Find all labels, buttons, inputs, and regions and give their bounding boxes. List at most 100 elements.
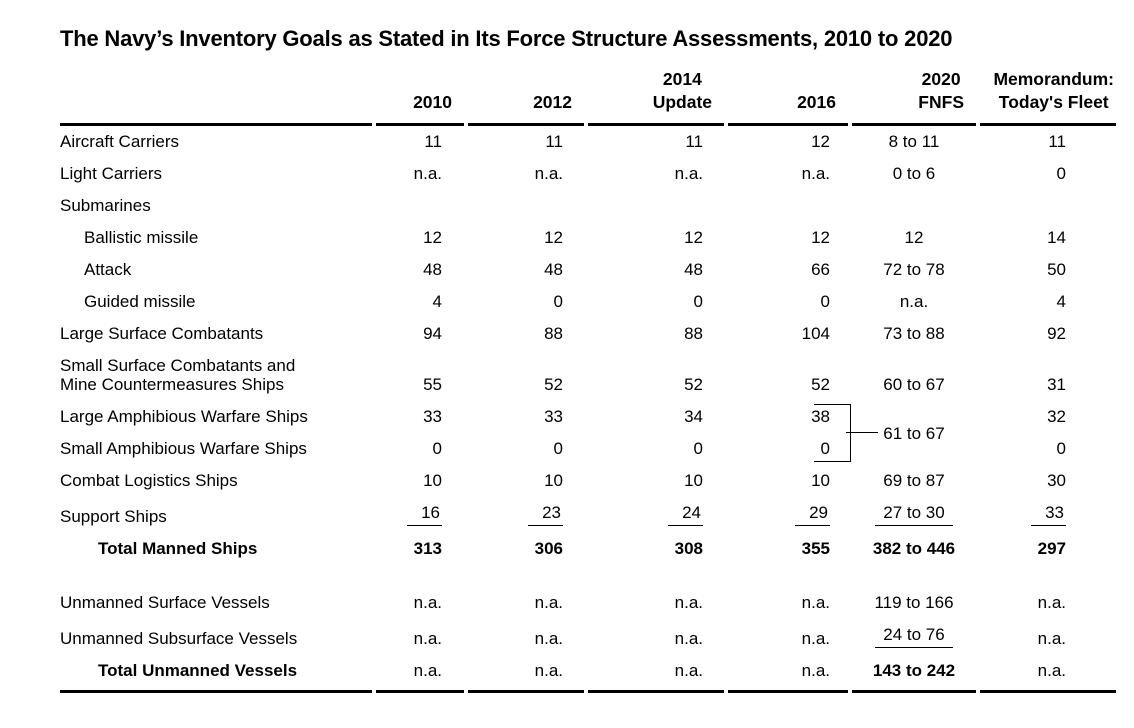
cell-memorandum: 50	[1047, 260, 1066, 279]
cell-2014	[588, 190, 724, 222]
column-header-blank	[60, 64, 372, 126]
cell-memorandum: 0	[1056, 439, 1066, 458]
cell-2014: 52	[684, 375, 703, 394]
spacer-cell	[60, 565, 1116, 587]
row-combat-logistics-ships: Combat Logistics Ships 10 10 10 10 69 to…	[60, 465, 1116, 497]
page-title: The Navy’s Inventory Goals as Stated in …	[60, 26, 953, 51]
cell-2020-fnfs: 69 to 87	[883, 471, 945, 490]
cell-2010: 10	[423, 471, 442, 490]
cell-2012: 88	[544, 324, 563, 343]
cell-2020-fnfs: 27 to 30	[852, 497, 976, 533]
row-label: Small Amphibious Warfare Ships	[60, 439, 307, 458]
cell-2014: 12	[684, 228, 703, 247]
underlined-value: 29	[795, 503, 830, 526]
row-label: Attack	[84, 260, 132, 279]
cell-2012: n.a.	[468, 655, 584, 693]
inventory-goals-table: 2010 2012 2014 Update 2016 2020 FNFS Memor…	[56, 64, 1120, 693]
bracket-shape	[814, 404, 851, 462]
column-header-2012: 2012	[468, 64, 584, 126]
cell-2010: 55	[423, 375, 442, 394]
cell-memorandum: 33	[980, 497, 1116, 533]
cell-memorandum: 0	[1056, 164, 1066, 183]
row-support-ships: Support Ships 16 23 24 29 27 to 30 33	[60, 497, 1116, 533]
row-label: Light Carriers	[60, 164, 163, 183]
cell-2012: 0	[553, 292, 563, 311]
cell-2012	[468, 190, 584, 222]
cell-memorandum	[980, 190, 1116, 222]
row-total-unmanned-vessels: Total Unmanned Vessels n.a. n.a. n.a. n.…	[60, 655, 1116, 693]
underlined-value: 24	[668, 503, 703, 526]
cell-2014: n.a.	[674, 629, 703, 648]
cell-2012: 0	[553, 439, 563, 458]
cell-2016: 38	[811, 407, 830, 426]
cell-2016	[728, 190, 848, 222]
cell-2014: n.a.	[674, 164, 703, 183]
cell-2016: n.a.	[801, 164, 830, 183]
cell-2012: 306	[534, 539, 563, 558]
underlined-value: 23	[528, 503, 563, 526]
cell-2016: n.a.	[728, 655, 848, 693]
row-aircraft-carriers: Aircraft Carriers 11 11 11 12 8 to 11 11	[60, 126, 1116, 158]
row-submarines-group: Submarines	[60, 190, 1116, 222]
cell-2010: 48	[423, 260, 442, 279]
cell-2016: 52	[811, 375, 830, 394]
cell-2016: 66	[811, 260, 830, 279]
cell-2014: 11	[685, 132, 703, 151]
underlined-value: 24 to 76	[875, 625, 953, 648]
cell-2010: 4	[432, 292, 442, 311]
cell-2010: 94	[423, 324, 442, 343]
cell-2020-fnfs: 143 to 242	[852, 655, 976, 693]
row-unmanned-subsurface-vessels: Unmanned Subsurface Vessels n.a. n.a. n.…	[60, 619, 1116, 655]
row-label: Unmanned Subsurface Vessels	[60, 629, 298, 648]
cell-2012: 12	[544, 228, 563, 247]
row-small-amphibious-warfare-ships: Small Amphibious Warfare Ships 0 0 0 0 0	[60, 433, 1116, 465]
cell-2020-fnfs: 72 to 78	[883, 260, 945, 279]
cell-2016: 0	[820, 292, 830, 311]
cell-2014: n.a.	[674, 593, 703, 612]
cell-2016: n.a.	[801, 593, 830, 612]
cell-2012: 48	[544, 260, 563, 279]
row-ballistic-missile: Ballistic missile 12 12 12 12 12 14	[60, 222, 1116, 254]
row-label: Large Amphibious Warfare Ships	[60, 407, 308, 426]
spacer-row	[60, 565, 1116, 587]
header-row: 2010 2012 2014 Update 2016 2020 FNFS Memor…	[60, 64, 1116, 126]
cell-2010: n.a.	[413, 593, 442, 612]
cell-2016: 12	[811, 228, 830, 247]
cell-2020-fnfs: 24 to 76	[852, 619, 976, 655]
cell-2010: 313	[413, 539, 442, 558]
cell-2014: 308	[674, 539, 703, 558]
row-label: Total Unmanned Vessels	[60, 655, 372, 693]
cell-2016: 0	[820, 439, 830, 458]
cell-2012: 11	[545, 132, 563, 151]
cell-2010: 33	[423, 407, 442, 426]
row-label: Aircraft Carriers	[60, 132, 180, 151]
row-label: Submarines	[60, 196, 151, 215]
row-label: Large Surface Combatants	[60, 324, 264, 343]
column-header-2016: 2016	[728, 64, 848, 126]
row-label: Combat Logistics Ships	[60, 471, 238, 490]
cell-memorandum: 297	[1037, 539, 1066, 558]
cell-memorandum: 4	[1056, 292, 1066, 311]
row-light-carriers: Light Carriers n.a. n.a. n.a. n.a. 0 to …	[60, 158, 1116, 190]
row-unmanned-surface-vessels: Unmanned Surface Vessels n.a. n.a. n.a. …	[60, 587, 1116, 619]
cell-2010: n.a.	[413, 629, 442, 648]
cell-2014: 48	[684, 260, 703, 279]
row-label: Small Surface Combatants and Mine Counter…	[60, 356, 296, 394]
cell-2016: n.a.	[801, 629, 830, 648]
cell-memorandum: 92	[1047, 324, 1066, 343]
cell-memorandum: 30	[1047, 471, 1066, 490]
row-small-surface-combatants-mcm: Small Surface Combatants and Mine Counter…	[60, 350, 1116, 401]
cell-2014: 0	[693, 439, 703, 458]
cell-2020-fnfs: 12	[904, 228, 924, 247]
row-large-surface-combatants: Large Surface Combatants 94 88 88 104 73…	[60, 318, 1116, 350]
cell-2010	[376, 190, 464, 222]
cell-2020-fnfs: n.a.	[899, 292, 929, 311]
cell-2016: 104	[801, 324, 830, 343]
row-label: Total Manned Ships	[98, 539, 258, 558]
column-header-2010: 2010	[376, 64, 464, 126]
cell-2020-fnfs: 119 to 166	[874, 593, 954, 612]
cell-2020-fnfs: 73 to 88	[883, 324, 945, 343]
column-header-memorandum-todays-fleet: Memorandum: Today's Fleet	[980, 64, 1116, 126]
row-label: Guided missile	[84, 292, 196, 311]
cell-memorandum: n.a.	[1037, 629, 1066, 648]
